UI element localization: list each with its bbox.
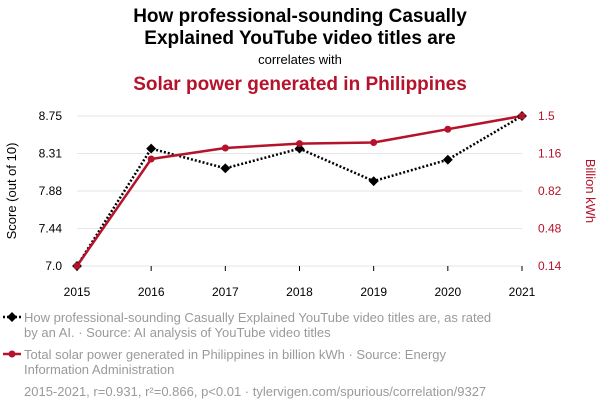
x-tick-label: 2021 [509,285,536,299]
y-axis-left-ticks: 7.0 7.44 7.88 8.31 8.75 [39,109,63,273]
x-tick-label: 2016 [138,285,165,299]
y-right-tick-label: 1.5 [538,109,555,123]
y-left-tick-label: 7.88 [39,184,63,198]
x-tick-label: 2019 [360,285,387,299]
legend-label-1-line-2: by an AI. · Source: AI analysis of YouTu… [24,325,331,340]
y-left-tick-label: 8.75 [39,109,63,123]
chart-title-secondary: Solar power generated in Philippines [133,74,467,95]
x-tick-label: 2015 [64,285,91,299]
data-point-series-1 [294,143,305,154]
y-left-tick-label: 7.0 [45,259,62,273]
y-right-tick-label: 0.14 [538,259,562,273]
data-point-series-1 [368,176,379,187]
x-axis-ticks: 2015 2016 2017 2018 2019 2020 2021 [64,266,536,299]
legend-series-2: Total solar power generated in Philippin… [3,347,446,377]
y-axis-right-ticks: 0.14 0.48 0.82 1.16 1.5 [538,109,562,273]
chart-title-line-1: How professional-sounding Casually [133,6,467,27]
y-right-tick-label: 1.16 [538,147,562,161]
data-point-series-1 [442,154,453,165]
data-point-series-2 [444,125,452,133]
data-point-series-2 [518,112,526,120]
chart-title-line-2: Explained YouTube video titles are [144,28,455,49]
data-point-series-2 [221,144,229,152]
legend-label-2-line-2: Information Administration [24,362,174,377]
data-point-series-1 [220,163,231,174]
legend-label-1-line-1: How professional-sounding Casually Expla… [24,310,491,325]
data-point-series-2 [370,138,378,146]
y-axis-left-title: Score (out of 10) [4,143,19,240]
y-axis-right-title: Billion kWh [583,159,598,223]
data-point-series-2 [73,262,81,270]
legend-swatch-marker-1 [7,312,17,322]
legend-series-1: How professional-sounding Casually Expla… [3,310,491,340]
connector-text: correlates with [258,52,342,67]
data-point-series-2 [296,140,303,148]
y-left-tick-label: 8.31 [39,147,63,161]
y-left-tick-label: 7.44 [39,222,63,236]
data-point-series-2 [147,155,155,163]
data-point-series-1 [146,143,157,154]
x-tick-label: 2018 [286,285,313,299]
y-right-tick-label: 0.48 [538,222,562,236]
legend-label-2-line-1: Total solar power generated in Philippin… [24,347,446,362]
legend-swatch-marker-2 [8,350,16,358]
x-tick-label: 2020 [434,285,461,299]
footer-stats: 2015-2021, r=0.931, r²=0.866, p<0.01 · t… [24,384,486,399]
gridlines [77,115,522,267]
y-right-tick-label: 0.82 [538,184,562,198]
x-tick-label: 2017 [212,285,239,299]
